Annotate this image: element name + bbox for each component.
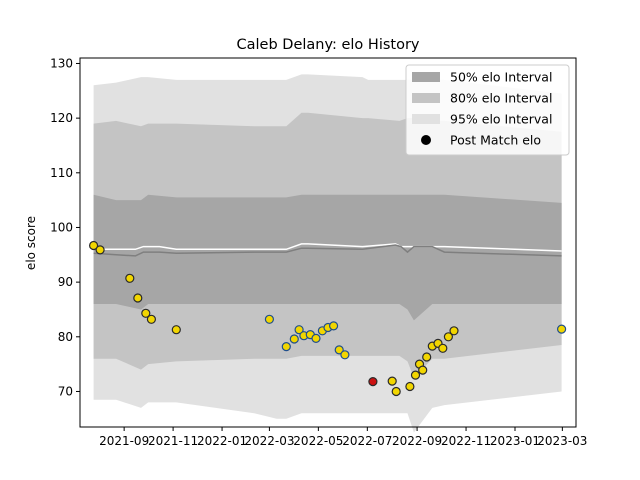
post-match-point <box>418 365 428 375</box>
y-axis-label: elo score <box>24 216 38 270</box>
plot-area <box>88 74 567 433</box>
post-match-point <box>133 293 143 303</box>
elo-line-2 <box>93 244 562 257</box>
post-match-point <box>141 308 151 318</box>
x-tick-label: 2022-03 <box>244 434 294 448</box>
post-match-point <box>264 314 274 324</box>
chart-title: Caleb Delany: elo History <box>237 37 420 53</box>
y-tick-label: 80 <box>58 330 73 344</box>
post-match-point <box>449 326 459 336</box>
y-tick-label: 120 <box>50 111 73 125</box>
y-tick-label: 90 <box>58 275 73 289</box>
post-match-point <box>387 376 397 386</box>
legend-label: Post Match elo <box>450 133 541 148</box>
legend-swatch <box>412 93 440 103</box>
x-tick-label: 2023-03 <box>537 434 587 448</box>
post-match-point <box>281 342 291 352</box>
legend-swatch <box>412 72 440 82</box>
y-tick-label: 70 <box>58 384 73 398</box>
post-match-point <box>443 332 453 342</box>
legend-box <box>405 64 570 156</box>
legend-marker <box>421 135 431 145</box>
post-match-point <box>391 386 401 397</box>
post-match-point <box>311 333 321 343</box>
x-tick-label: 2022-01 <box>197 434 247 448</box>
legend: 50% elo Interval 80% elo Interval 95% elo … <box>405 64 570 156</box>
post-match-point <box>171 325 181 335</box>
x-tick-label: 2022-09 <box>392 434 442 448</box>
x-tick-label: 2021-11 <box>148 434 198 448</box>
post-match-point <box>368 377 378 387</box>
x-tick-label: 2022-05 <box>293 434 343 448</box>
x-axis: 2021-092021-112022-012022-032022-052022-… <box>99 427 587 448</box>
post-match-point <box>556 324 567 334</box>
legend-swatch <box>412 114 440 124</box>
x-tick-label: 2022-07 <box>342 434 392 448</box>
post-match-point <box>95 245 105 255</box>
post-match-point <box>422 352 432 362</box>
post-match-point <box>146 314 156 324</box>
x-tick-label: 2022-11 <box>441 434 491 448</box>
x-tick-label: 2021-09 <box>99 434 149 448</box>
y-axis: 70 80 90 100 110 120 130 <box>50 56 80 398</box>
post-match-point <box>405 381 415 392</box>
post-match-point <box>438 343 448 353</box>
axes-frame <box>79 57 577 428</box>
post-match-point <box>294 325 304 335</box>
post-match-point <box>125 273 135 283</box>
y-tick-label: 100 <box>50 220 73 234</box>
legend-label: 95% elo Interval <box>450 112 552 127</box>
legend-label: 50% elo Interval <box>450 70 552 85</box>
post-match-point <box>289 334 299 344</box>
post-match-point <box>340 350 350 360</box>
legend-label: 80% elo Interval <box>450 91 552 106</box>
post-match-point <box>410 370 421 380</box>
post-match-point <box>334 345 344 355</box>
post-match-point <box>88 240 99 251</box>
y-tick-label: 110 <box>50 166 73 180</box>
y-tick-label: 130 <box>50 56 73 70</box>
x-tick-label: 2023-01 <box>490 434 540 448</box>
post-match-point <box>329 321 339 331</box>
band-50-interval <box>93 194 562 321</box>
